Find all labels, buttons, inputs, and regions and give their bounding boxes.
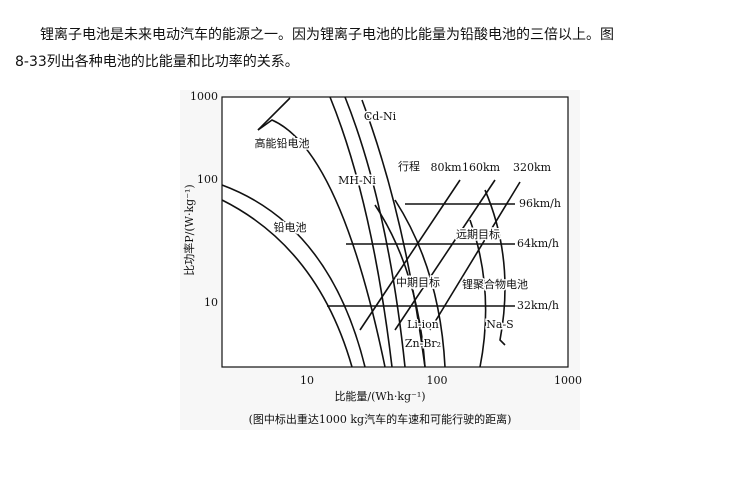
curve-label: 96km/h — [519, 197, 561, 210]
x-tick-label: 100 — [427, 374, 448, 387]
y-tick-label: 10 — [204, 296, 218, 309]
plot-frame — [221, 96, 569, 368]
x-tick-label: 1000 — [554, 374, 582, 387]
curve-label: 64km/h — [517, 237, 559, 250]
curve-label: 160km — [462, 161, 501, 174]
paragraph-line: 8-33列出各种电池的比能量和比功率的关系。 — [15, 54, 299, 70]
x-tick-label: 10 — [300, 374, 314, 387]
y-axis-title: 比功率P/(W·kg⁻¹) — [182, 184, 196, 275]
curve-label: 320km — [513, 161, 552, 174]
y-tick-label: 1000 — [190, 90, 218, 103]
curve-label: 行程 — [398, 160, 420, 173]
curve-label: 80km — [430, 161, 462, 174]
caption: (图中标出重达1000 kg汽车的车速和可能行驶的距离) — [249, 412, 512, 426]
curve-label: 高能铅电池 — [255, 136, 310, 150]
curve-label: MH-Ni — [338, 174, 376, 187]
curve-label: 铅电池 — [274, 220, 307, 234]
curve-label: 锂聚合物电池 — [462, 277, 528, 291]
curve-label: 中期目标 — [396, 275, 440, 289]
curve-labels: Cd-Ni 高能铅电池 MH-Ni 行程 80km 160km 320km 96km/h 远期目… — [253, 109, 562, 352]
curve-label: Na-S — [486, 318, 513, 331]
curve-label: Zn-Br₂ — [405, 337, 441, 350]
x-axis-title: 比能量/(Wh·kg⁻¹) — [334, 389, 425, 403]
curve-label: 32km/h — [517, 299, 559, 312]
y-tick-label: 100 — [197, 173, 218, 186]
curve-label: Li-ion — [407, 318, 439, 331]
paragraph-line: 锂离子电池是未来电动汽车的能源之一。因为锂离子电池的比能量为铅酸电池的三倍以上。… — [40, 27, 614, 43]
curve-label: 远期目标 — [456, 227, 500, 241]
curve-label: Cd-Ni — [364, 110, 397, 123]
curves — [221, 96, 521, 368]
